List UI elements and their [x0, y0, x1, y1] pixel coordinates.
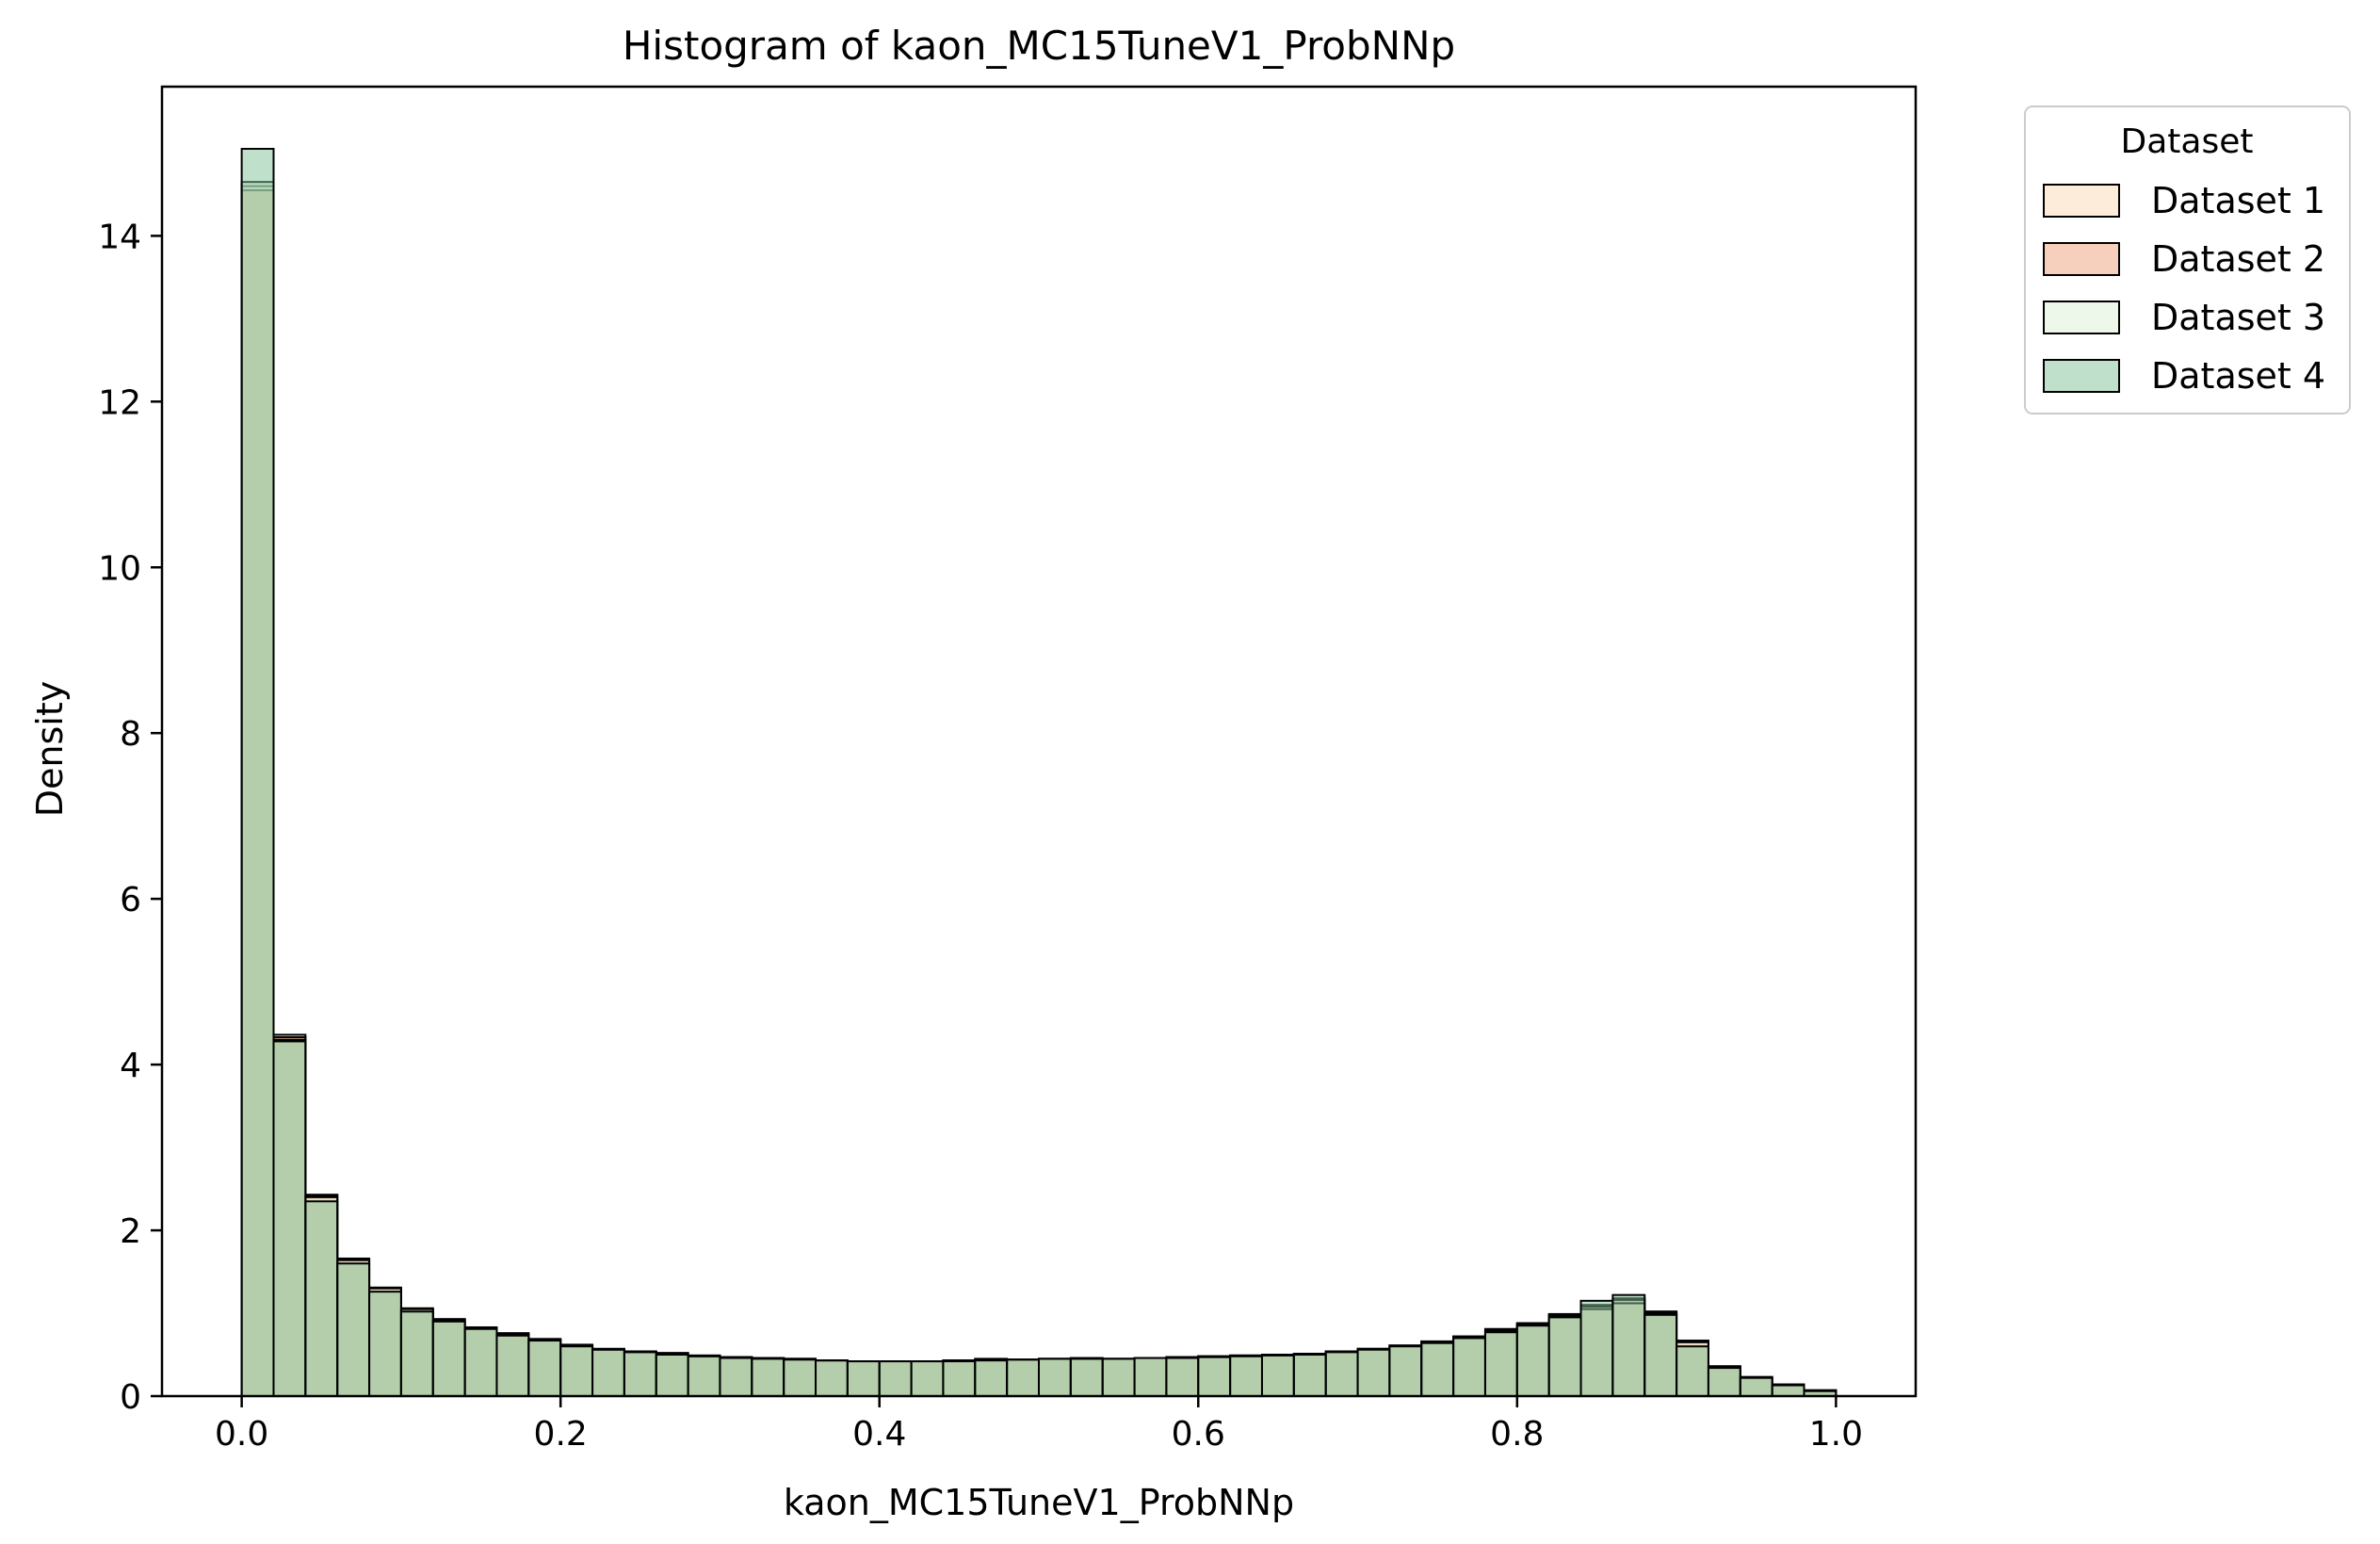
histogram-bar [431, 1320, 466, 1397]
histogram-bar [304, 1200, 339, 1398]
histogram-bar [751, 1357, 785, 1397]
histogram-bar [1707, 1367, 1741, 1398]
histogram-bar [783, 1358, 818, 1397]
histogram-bar [1739, 1376, 1773, 1398]
histogram-bar [1771, 1384, 1805, 1397]
y-tick-label: 0 [120, 1378, 141, 1417]
x-tick-label: 0.4 [852, 1415, 906, 1454]
histogram-bar [1038, 1357, 1072, 1397]
bars-layer [240, 147, 1838, 1398]
y-tick-label: 12 [98, 383, 141, 422]
histogram-bar [1547, 1316, 1582, 1398]
y-tick-label: 4 [120, 1047, 141, 1085]
histogram-bar [910, 1360, 945, 1398]
histogram-bar [878, 1360, 913, 1398]
histogram-bar [1197, 1356, 1232, 1397]
histogram-bar [1133, 1357, 1168, 1397]
histogram-bar [1676, 1345, 1709, 1398]
histogram-bar [1292, 1354, 1327, 1398]
histogram-bar [687, 1355, 721, 1397]
histogram-bar [591, 1348, 625, 1397]
plot-frame [160, 85, 1918, 1398]
legend-frame [2024, 106, 2351, 414]
y-tick-label: 8 [120, 715, 141, 754]
histogram-bar [1643, 1313, 1678, 1397]
legend-label: Dataset 4 [2151, 355, 2325, 397]
legend-swatch [2043, 301, 2120, 334]
y-tick-label: 14 [98, 218, 141, 256]
histogram-bar [974, 1359, 1009, 1398]
x-tick-label: 0.0 [215, 1415, 268, 1454]
legend-swatch [2043, 184, 2120, 218]
histogram-bar [846, 1360, 881, 1398]
axes-layer: 0.0 0.2 0.4 0.6 0.8 1.0 0 2 4 6 8 10 12 14 [98, 85, 1918, 1454]
series-1 [240, 185, 1838, 1398]
legend-title: Dataset [2121, 122, 2254, 161]
histogram-bar [399, 1310, 434, 1398]
y-tick-label: 2 [120, 1212, 141, 1251]
chart-title: Histogram of kaon_MC15TuneV1_ProbNNp [623, 23, 1455, 69]
histogram-bar [527, 1340, 562, 1398]
legend-swatch [2043, 359, 2120, 393]
histogram-bar [1388, 1345, 1423, 1398]
y-tick-label: 10 [98, 549, 141, 588]
histogram-bar [1006, 1358, 1041, 1397]
histogram-bar [368, 1291, 402, 1397]
x-tick-label: 0.2 [534, 1415, 588, 1454]
series-3 [240, 181, 1838, 1398]
y-axis-label: Density [29, 681, 71, 817]
histogram-bar [1356, 1348, 1391, 1397]
histogram-bar [336, 1262, 371, 1397]
histogram-bar [463, 1327, 498, 1397]
histogram-bar [623, 1351, 657, 1397]
histogram-bar [240, 147, 275, 1398]
x-tick-label: 0.8 [1490, 1415, 1544, 1454]
x-tick-label: 0.6 [1172, 1415, 1225, 1454]
legend-label: Dataset 1 [2151, 180, 2325, 221]
histogram-bar [942, 1360, 977, 1398]
histogram-bar [655, 1354, 689, 1398]
histogram-bar [495, 1334, 530, 1397]
histogram-bar [1483, 1331, 1518, 1398]
histogram-bar [1101, 1357, 1136, 1397]
histogram-bar [1324, 1351, 1359, 1397]
legend: Dataset Dataset 1 Dataset 2 Dataset 3 Datase… [2024, 106, 2351, 414]
x-axis-label: kaon_MC15TuneV1_ProbNNp [784, 1482, 1294, 1523]
y-tick-label: 6 [120, 881, 141, 919]
histogram-bar [1515, 1325, 1550, 1398]
histogram-bar [559, 1345, 594, 1398]
histogram-bar [272, 1040, 307, 1398]
histogram-bar [719, 1357, 753, 1397]
x-tick-label: 1.0 [1809, 1415, 1863, 1454]
histogram-bar [1420, 1341, 1455, 1397]
series-4 [240, 147, 1838, 1398]
histogram-bar [1260, 1354, 1295, 1398]
histogram-bar [1611, 1293, 1646, 1398]
histogram-bar [1165, 1357, 1200, 1397]
legend-label: Dataset 2 [2151, 238, 2325, 280]
histogram-bar [1452, 1337, 1486, 1398]
histogram-bar [815, 1359, 849, 1398]
histogram-bar [1579, 1299, 1614, 1397]
legend-swatch [2043, 242, 2120, 276]
series-2 [240, 188, 1838, 1398]
legend-label: Dataset 3 [2151, 297, 2325, 338]
histogram-bar [1229, 1355, 1263, 1397]
histogram-bar [1069, 1357, 1104, 1397]
